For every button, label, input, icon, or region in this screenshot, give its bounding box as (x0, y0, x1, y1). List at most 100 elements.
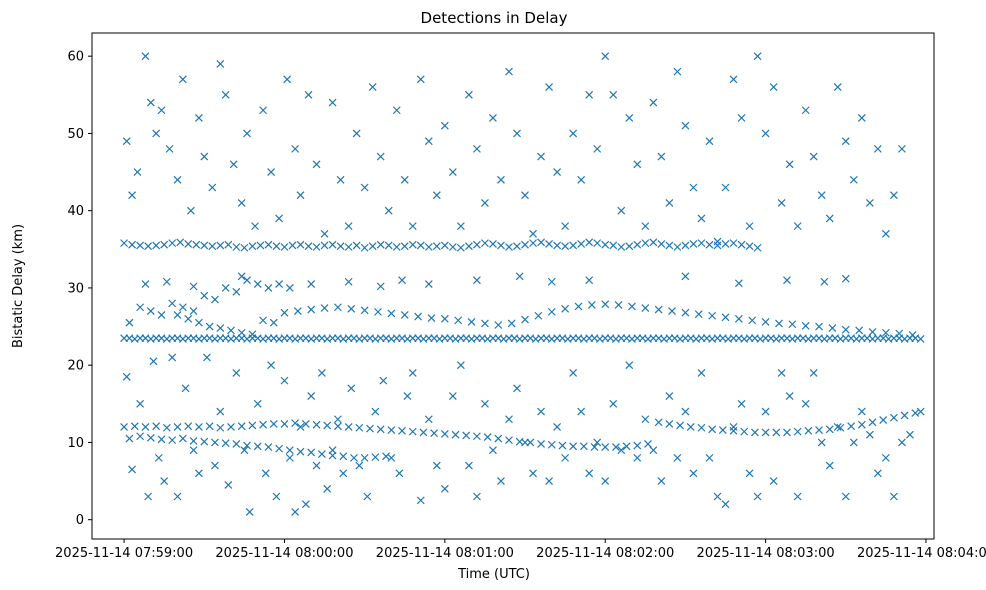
data-point (825, 425, 834, 434)
data-point (593, 144, 602, 153)
data-point (243, 129, 251, 138)
data-point (745, 222, 754, 231)
data-point (740, 427, 749, 436)
data-point (128, 191, 137, 200)
data-point (173, 311, 182, 319)
data-point (307, 392, 316, 401)
data-point (160, 477, 169, 485)
data-point (665, 241, 674, 250)
data-point (694, 310, 703, 319)
data-point (291, 144, 300, 153)
data-point (697, 368, 706, 377)
data-point (440, 314, 449, 323)
data-point (256, 241, 265, 250)
data-point (414, 312, 423, 321)
data-point (162, 277, 171, 286)
data-point (873, 469, 882, 478)
data-point (481, 399, 489, 408)
data-point (243, 441, 251, 450)
data-point (440, 430, 449, 438)
data-point (323, 421, 332, 430)
data-point (553, 168, 562, 176)
data-point (328, 240, 337, 249)
data-point (718, 426, 727, 434)
data-point (216, 324, 225, 333)
data-point (136, 432, 145, 441)
data-point (154, 453, 163, 462)
x-tick-label: 2025-11-14 08:01:00 (376, 546, 514, 561)
data-point (833, 83, 842, 92)
data-point (280, 308, 289, 317)
data-point (248, 330, 257, 339)
data-point (320, 304, 329, 312)
data-point (545, 239, 554, 248)
data-point (264, 284, 273, 292)
data-point (625, 361, 634, 370)
data-point (609, 90, 618, 99)
data-point (745, 469, 754, 478)
data-point (194, 114, 203, 122)
data-point (275, 280, 284, 288)
data-point (889, 191, 898, 200)
data-point (593, 239, 602, 248)
data-point (189, 307, 198, 316)
data-point (360, 453, 369, 462)
data-point (296, 447, 305, 456)
data-point (641, 222, 650, 231)
data-point (448, 243, 457, 251)
data-point (120, 239, 129, 248)
data-point (553, 241, 562, 250)
data-point (833, 423, 842, 431)
data-point (296, 240, 305, 249)
data-point (339, 452, 348, 461)
data-point (216, 59, 225, 68)
data-point (665, 392, 674, 401)
data-point (785, 160, 794, 169)
data-point (841, 492, 850, 501)
data-point (513, 384, 521, 393)
data-point (908, 331, 917, 339)
data-point (507, 319, 516, 328)
data-point (136, 399, 145, 408)
data-point (291, 419, 300, 428)
data-point (285, 453, 294, 462)
data-point (783, 276, 791, 285)
data-point (288, 241, 297, 250)
data-point (574, 302, 583, 311)
data-point (382, 452, 390, 461)
data-point (312, 160, 321, 169)
data-point (865, 430, 874, 439)
data-point (347, 384, 356, 393)
scatter-series (120, 52, 925, 516)
data-point (189, 436, 198, 445)
data-point (585, 90, 594, 99)
data-point (333, 422, 342, 431)
data-point (243, 276, 251, 285)
data-point (205, 322, 214, 331)
data-point (497, 175, 505, 184)
data-point (339, 469, 348, 478)
data-point (275, 444, 284, 453)
data-point (753, 492, 762, 501)
data-point (173, 423, 182, 431)
data-point (178, 303, 187, 312)
data-point (259, 316, 267, 325)
data-point (152, 129, 161, 138)
data-point (168, 299, 177, 308)
data-point (168, 353, 177, 362)
data-point (208, 183, 217, 192)
data-point (141, 52, 150, 61)
data-point (633, 453, 642, 462)
data-point (793, 492, 802, 501)
data-point (408, 240, 417, 249)
data-point (157, 106, 166, 115)
data-point (395, 469, 404, 478)
data-point (333, 303, 342, 312)
data-point (577, 407, 586, 416)
data-point (181, 384, 190, 393)
data-point (432, 191, 441, 200)
data-point (253, 280, 262, 288)
data-point (721, 183, 730, 192)
data-point (440, 484, 449, 493)
